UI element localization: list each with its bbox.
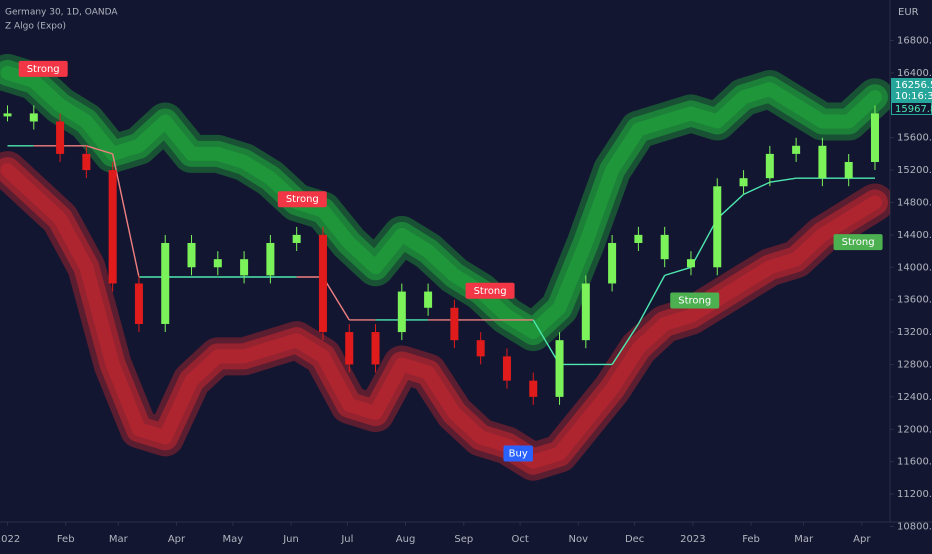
signal-label: Strong	[286, 194, 319, 205]
upper-band	[0, 65, 882, 340]
candle	[502, 356, 511, 381]
y-tick-label: 12000.0	[897, 424, 932, 435]
candle	[371, 332, 380, 365]
y-tick-label: 12800.0	[897, 359, 932, 370]
baseline-segment	[690, 218, 718, 268]
candle	[608, 242, 617, 284]
candle	[660, 234, 669, 260]
y-tick-label: 11200.0	[897, 489, 932, 500]
y-tick-label: 10800.0	[897, 521, 932, 532]
candle	[82, 153, 91, 171]
y-tick-label: 16400.0	[897, 68, 932, 79]
chart-title: Germany 30, 1D, OANDA	[5, 8, 118, 18]
x-tick-label: May	[222, 534, 243, 545]
baseline-segment	[86, 145, 113, 155]
last-price-box	[891, 78, 932, 102]
baseline-segment	[111, 153, 140, 278]
baseline-segment	[322, 276, 350, 321]
candle	[213, 259, 222, 268]
y-tick-label: 13200.0	[897, 327, 932, 338]
candle	[56, 121, 65, 154]
x-tick-label: Aug	[396, 534, 416, 545]
candle	[581, 283, 590, 341]
candle	[476, 340, 485, 357]
signal-label: Strong	[678, 295, 711, 306]
candle	[345, 332, 354, 365]
candle	[792, 145, 801, 154]
x-tick-label: Mar	[794, 534, 814, 545]
candle	[240, 259, 249, 276]
candle	[266, 242, 275, 276]
y-tick-label: 15600.0	[897, 133, 932, 144]
baseline-segment	[532, 319, 561, 365]
candle	[555, 340, 564, 397]
candle	[292, 234, 301, 243]
indicator-name: Z Algo (Expo)	[5, 22, 66, 32]
x-tick-label: Apr	[168, 534, 186, 545]
candle	[765, 153, 774, 179]
y-tick-label: 12400.0	[897, 392, 932, 403]
candle	[818, 145, 827, 179]
signal-label: Buy	[509, 449, 528, 460]
baseline-price: 15967.8	[895, 104, 932, 115]
candle	[3, 113, 12, 117]
currency: EUR	[898, 7, 919, 18]
baseline-segment	[637, 275, 666, 325]
signal-label-box	[503, 445, 533, 462]
x-tick-label: Dec	[625, 534, 644, 545]
y-tick-label: 14000.0	[897, 262, 932, 273]
last-price: 16256.5	[895, 80, 932, 91]
candle	[450, 307, 459, 341]
y-tick-label: 13600.0	[897, 295, 932, 306]
candle	[844, 161, 853, 179]
candle	[424, 291, 433, 308]
x-tick-label: Sep	[454, 534, 473, 545]
y-tick-label: 11600.0	[897, 457, 932, 468]
x-tick-label: Feb	[57, 534, 75, 545]
candle	[187, 242, 196, 268]
x-tick-label: Nov	[569, 534, 589, 545]
candle	[713, 186, 722, 268]
candle	[870, 113, 879, 162]
signal-label: Strong	[474, 286, 507, 297]
candle	[686, 259, 695, 268]
signal-label-box	[277, 191, 327, 208]
candle	[739, 178, 748, 187]
candle	[134, 283, 143, 324]
y-tick-label: 16800.0	[897, 35, 932, 46]
x-tick-label: Apr	[853, 534, 871, 545]
candle	[634, 234, 643, 243]
candle	[529, 380, 538, 397]
y-tick-label: 14800.0	[897, 197, 932, 208]
signal-label: Strong	[842, 237, 875, 248]
baseline-segment	[611, 323, 639, 365]
x-tick-label: 2023	[680, 534, 705, 545]
candle	[29, 113, 38, 122]
x-tick-label: 2022	[0, 534, 20, 545]
x-tick-label: Feb	[742, 534, 760, 545]
signal-label: Strong	[27, 64, 60, 75]
signal-label-box	[833, 234, 883, 251]
signal-label-box	[465, 282, 515, 299]
x-tick-label: Jul	[340, 534, 353, 545]
signal-label-box	[18, 60, 68, 77]
candle	[318, 234, 327, 333]
candle	[161, 242, 170, 324]
candle	[108, 170, 117, 284]
lower-band	[0, 163, 882, 469]
y-tick-label: 15200.0	[897, 165, 932, 176]
y-tick-label: 14400.0	[897, 230, 932, 241]
x-tick-label: Oct	[511, 534, 528, 545]
x-tick-label: Jun	[282, 534, 299, 545]
candle	[397, 291, 406, 333]
signal-label-box	[670, 292, 720, 309]
baseline-segment	[769, 177, 797, 183]
plot-area: Strong Strong Strong Buy Strong Strong	[0, 53, 890, 481]
x-tick-label: Mar	[109, 534, 129, 545]
countdown: 10:16:31	[895, 91, 932, 102]
baseline-segment	[743, 181, 771, 196]
baseline-segment	[716, 193, 745, 220]
baseline-segment	[664, 266, 692, 277]
